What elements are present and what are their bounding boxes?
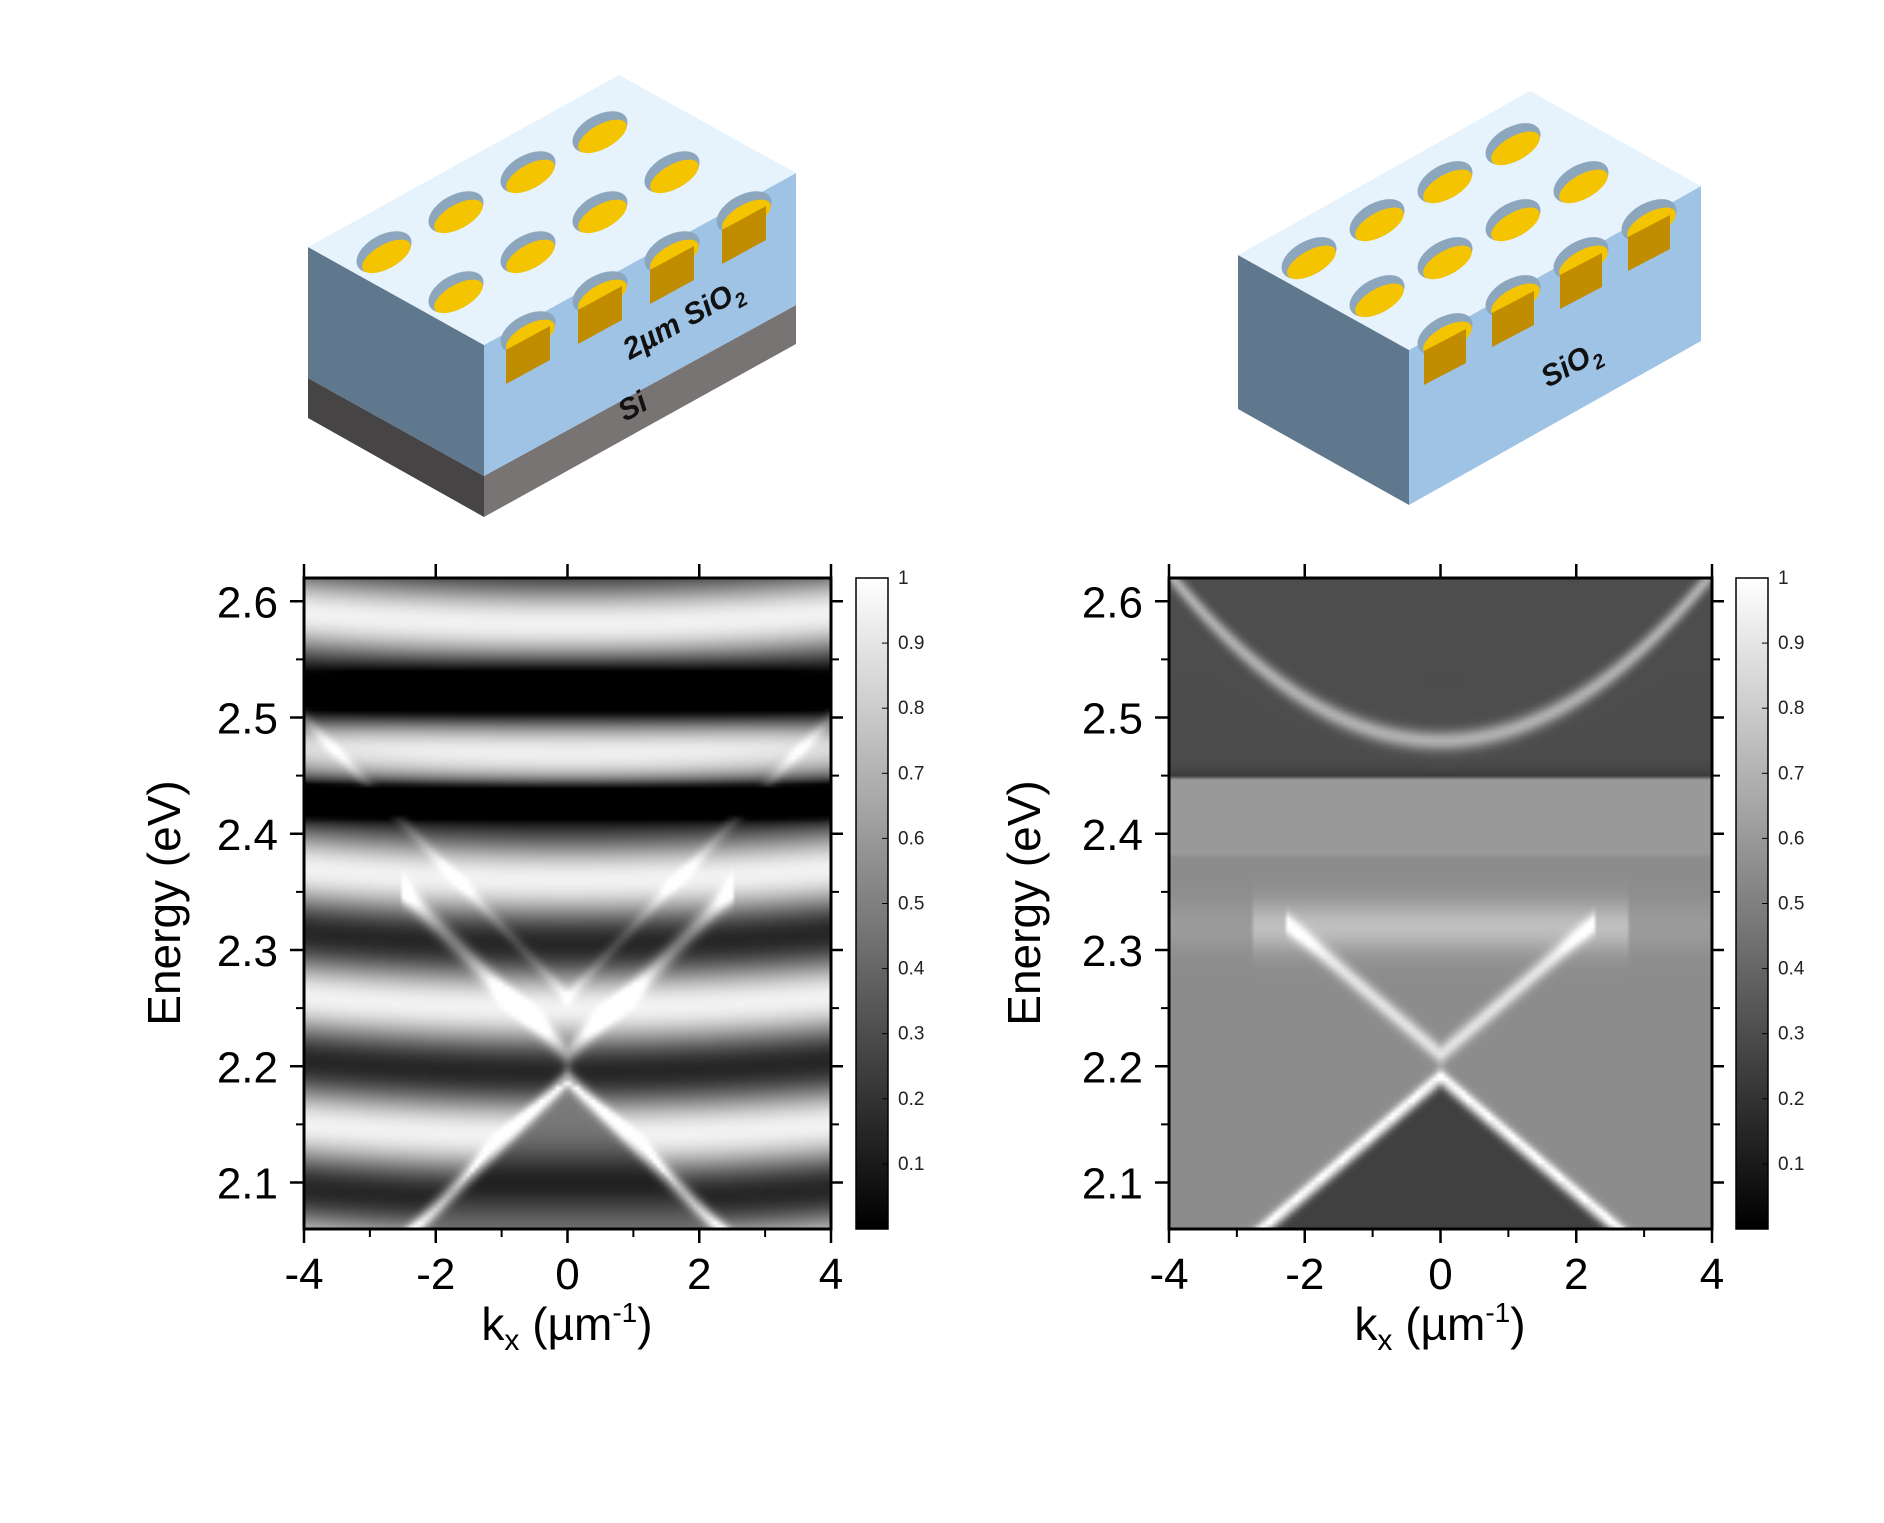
y-tick-label: 2.5 xyxy=(1082,695,1143,744)
colorbar-tick-label: 1 xyxy=(1778,568,1789,589)
si-front-face xyxy=(484,305,796,517)
colorbar-tick-label: 0.5 xyxy=(1778,894,1804,915)
gold-filled-hole xyxy=(428,191,484,234)
x-tick-label: 4 xyxy=(1700,1250,1724,1299)
colorbar-tick-label: 0.7 xyxy=(1778,763,1804,784)
gold-filled-hole xyxy=(1485,123,1541,166)
oxide-top-face xyxy=(1238,91,1701,350)
x-tick-label: -2 xyxy=(416,1250,455,1299)
colorbar-tick-label: 0.9 xyxy=(1778,633,1804,654)
x-tick-label: 0 xyxy=(1428,1250,1452,1299)
cut-section xyxy=(1560,253,1602,309)
heatmap-image xyxy=(1169,578,1712,1229)
colorbar: 0.1 0.2 0.3 0.4 0.5 0.6 0.7 0.8 0.9 1 xyxy=(1735,568,1805,1230)
gold-filled-hole xyxy=(1349,199,1405,242)
gold-filled-hole xyxy=(428,271,484,314)
colorbar: 0.1 0.2 0.3 0.4 0.5 0.6 0.7 0.8 0.9 1 xyxy=(855,568,925,1230)
colorbar-tick-label: 0.4 xyxy=(1778,959,1805,980)
gold-filled-hole xyxy=(1417,161,1473,204)
heatmap-raster xyxy=(304,578,831,1229)
colorbar-tick-label: 0.3 xyxy=(1778,1024,1804,1045)
oxide-side-face xyxy=(1238,255,1409,505)
y-tick-label: 2.2 xyxy=(1082,1043,1143,1092)
gold-filled-hole xyxy=(1553,161,1609,204)
hole-array xyxy=(1281,123,1677,385)
heatmap-image xyxy=(304,578,831,1229)
x-tick-label: -4 xyxy=(284,1250,323,1299)
colorbar-tick-label: 0.2 xyxy=(1778,1089,1804,1110)
y-tick-labels: 2.1 2.2 2.3 2.4 2.5 2.6 xyxy=(217,578,278,1208)
x-tick-label: -2 xyxy=(1285,1250,1324,1299)
colorbar-tick-label: 0.3 xyxy=(898,1024,924,1045)
y-tick-label: 2.5 xyxy=(217,695,278,744)
colorbar-tick-label: 0.7 xyxy=(898,763,924,784)
y-tick-label: 2.3 xyxy=(217,927,278,976)
x-tick-label: 0 xyxy=(555,1250,579,1299)
gold-filled-hole xyxy=(1485,199,1541,242)
x-tick-label: 2 xyxy=(1564,1250,1588,1299)
oxide-side-face xyxy=(308,247,484,476)
y-tick-label: 2.1 xyxy=(1082,1160,1143,1209)
x-tick-label: 4 xyxy=(819,1250,843,1299)
si-side-face xyxy=(308,378,484,517)
colorbar-tick-label: 0.1 xyxy=(1778,1154,1804,1175)
oxide-top-face xyxy=(308,75,796,345)
colorbar-tick-label: 0.6 xyxy=(898,828,924,849)
cut-section xyxy=(506,326,550,384)
chart-left: -4 -2 0 2 4 2.1 2.2 2.3 2.4 2.5 2.6 kx (µm-1) Ene… xyxy=(138,564,925,1357)
x-tick-label: -4 xyxy=(1149,1250,1188,1299)
gold-filled-hole xyxy=(356,231,412,274)
y-tick-label: 2.4 xyxy=(1082,811,1143,860)
schematic-left: 2µm SiO2 Si xyxy=(308,75,796,517)
gold-filled-hole xyxy=(500,231,556,274)
y-tick-label: 2.2 xyxy=(217,1043,278,1092)
colorbar-tick-label: 0.1 xyxy=(898,1154,924,1175)
colorbar-tick-label: 0.5 xyxy=(898,894,924,915)
gold-filled-hole xyxy=(500,151,556,194)
hole-array xyxy=(356,111,772,384)
colorbar-tick-label: 0.8 xyxy=(1778,698,1804,719)
y-tick-label: 2.4 xyxy=(217,811,278,860)
chart-right: -4 -2 0 2 4 2.1 2.2 2.3 2.4 2.5 2.6 kx (µm-1) Ene… xyxy=(998,564,1805,1357)
y-tick-label: 2.6 xyxy=(1082,578,1143,627)
oxide-front-face xyxy=(484,173,796,476)
colorbar-tick-label: 0.8 xyxy=(898,698,924,719)
y-tick-label: 2.6 xyxy=(217,578,278,627)
tick-marks xyxy=(290,564,843,1243)
gold-filled-hole xyxy=(1281,237,1337,280)
gold-filled-hole xyxy=(1349,275,1405,318)
colorbar-tick-label: 0.2 xyxy=(898,1089,924,1110)
x-axis-title: kx (µm-1) xyxy=(1354,1297,1525,1357)
heatmap-raster xyxy=(1169,578,1712,1229)
y-tick-label: 2.1 xyxy=(217,1160,278,1209)
x-axis-title: kx (µm-1) xyxy=(481,1297,652,1357)
gold-filled-hole xyxy=(1417,237,1473,280)
cut-section xyxy=(722,206,766,264)
colorbar-tick-label: 0.9 xyxy=(898,633,924,654)
y-tick-label: 2.3 xyxy=(1082,927,1143,976)
colorbar-tick-label: 1 xyxy=(898,568,909,589)
x-tick-labels: -4 -2 0 2 4 xyxy=(284,1250,843,1299)
gold-filled-hole xyxy=(644,151,700,194)
gold-filled-hole xyxy=(572,191,628,234)
colorbar-tick-label: 0.4 xyxy=(898,959,925,980)
cut-section xyxy=(1492,291,1534,347)
cut-section xyxy=(1424,329,1466,385)
x-tick-label: 2 xyxy=(687,1250,711,1299)
cut-section xyxy=(650,246,694,304)
cut-section xyxy=(1628,215,1670,271)
y-axis-title: Energy (eV) xyxy=(998,780,1050,1025)
tick-marks xyxy=(1155,564,1724,1243)
y-axis-title: Energy (eV) xyxy=(138,780,190,1025)
x-tick-labels: -4 -2 0 2 4 xyxy=(1149,1250,1724,1299)
cut-section xyxy=(578,286,622,344)
schematic-right: SiO2 xyxy=(1238,91,1701,505)
gold-filled-hole xyxy=(572,111,628,154)
y-tick-labels: 2.1 2.2 2.3 2.4 2.5 2.6 xyxy=(1082,578,1143,1208)
colorbar-tick-label: 0.6 xyxy=(1778,828,1804,849)
